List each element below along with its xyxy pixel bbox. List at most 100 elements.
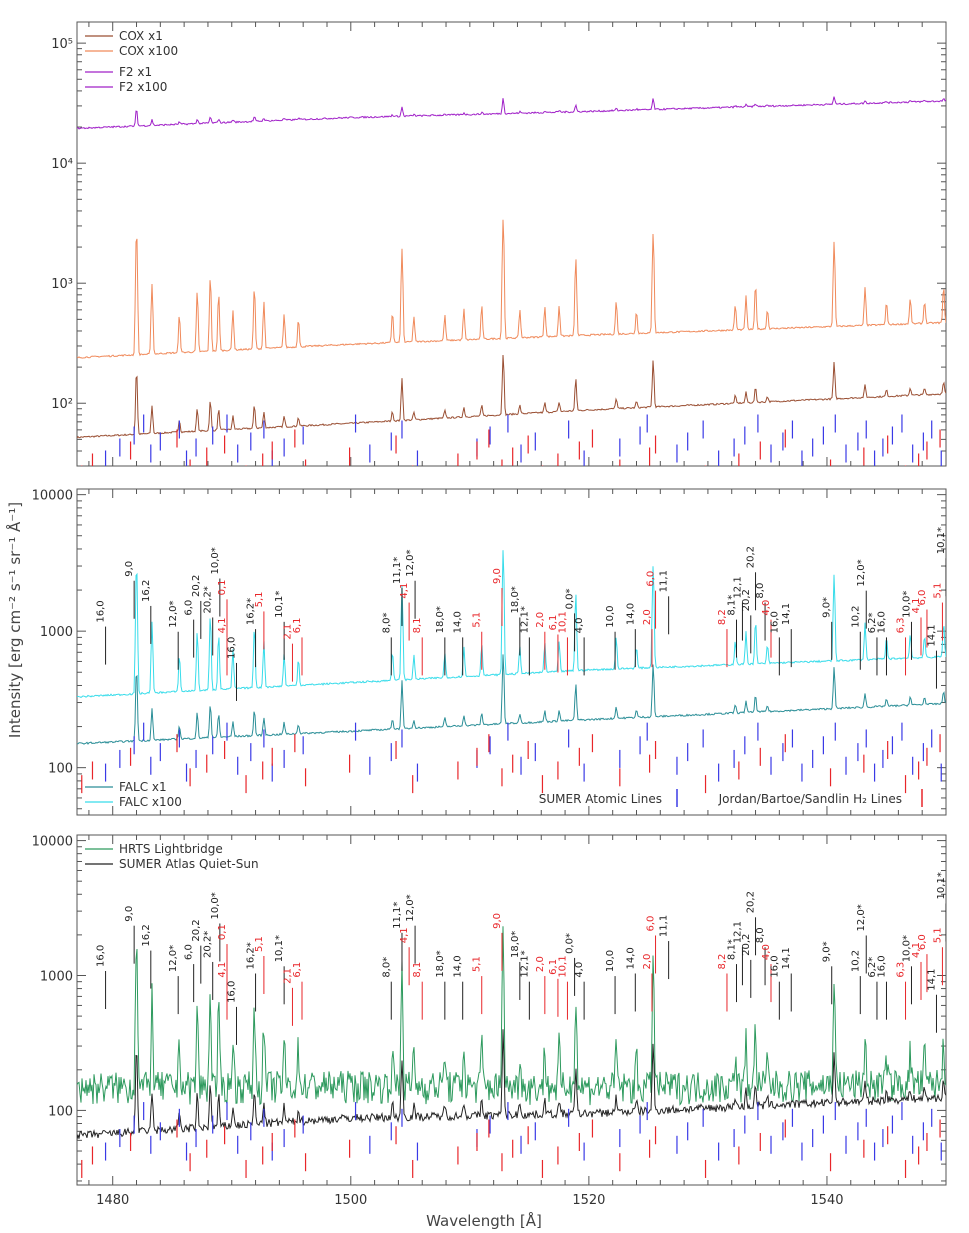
annotation-label: 4,1 xyxy=(399,583,410,599)
annotation-label: 16,0 xyxy=(769,611,780,633)
plot-area: 16,09,016,212,0* 6,020,220,2*10,0*0,14,11… xyxy=(77,527,947,794)
annotation-label: 4,1 xyxy=(217,962,228,978)
annotation-label: 9,0 xyxy=(124,561,135,577)
annotation-label: 12,0* xyxy=(405,894,416,921)
annotation-label: 0,1 xyxy=(217,924,228,940)
annotation-label: 9,0* xyxy=(822,597,833,618)
annotation-label: 8,1* xyxy=(726,595,737,616)
annotation-label: 20,2* xyxy=(203,931,214,958)
annotation-label: 4,0 xyxy=(761,944,772,960)
annotation-label: 9,0 xyxy=(124,906,135,922)
annotation-label: 16,0 xyxy=(96,600,107,622)
annotation-label: 10,2 xyxy=(850,950,861,972)
legend-text: SUMER Atlas Quiet-Sun xyxy=(119,857,259,871)
annotation-label: 20,2 xyxy=(746,891,757,913)
annotation-label: 12,0* xyxy=(856,559,867,586)
annotation-label: 11,1* xyxy=(392,557,403,584)
legend-text: FALC x100 xyxy=(119,795,182,809)
legend-text: COX x1 xyxy=(119,29,163,43)
annotation-label: 20,2 xyxy=(741,589,752,611)
annotation-label: 20,2 xyxy=(746,546,757,568)
legend-text: HRTS Lightbridge xyxy=(119,842,223,856)
annotation-label: 16,0 xyxy=(769,955,780,977)
annotation-label: 8,0* xyxy=(381,612,392,633)
legend-text: FALC x1 xyxy=(119,780,167,794)
annotation-label: 2,0 xyxy=(535,956,546,972)
annotation-label: 10,0* xyxy=(210,547,221,574)
annotation-label: 10,0* xyxy=(210,892,221,919)
annotation-label: 16,0 xyxy=(96,945,107,967)
annotation-label: 16,2 xyxy=(141,924,152,946)
y-tick-label: 1000 xyxy=(40,969,73,984)
annotation-label: 14,0 xyxy=(625,947,636,969)
annotation-label: 6,1 xyxy=(292,962,303,978)
annotation-label: 14,0 xyxy=(453,955,464,977)
annotation-label: 10,1* xyxy=(936,527,947,554)
annotation-label: 18,0* xyxy=(510,586,521,613)
series-cox-x100 xyxy=(77,219,946,359)
annotation-label: 20,2 xyxy=(741,934,752,956)
legend-h2-text: Jordan/Bartoe/Sandlin H₂ Lines xyxy=(718,792,902,806)
annotation-label: 8,1 xyxy=(412,962,423,978)
annotation-label: 6,0 xyxy=(917,590,928,606)
annotation-label: 4,1 xyxy=(911,598,922,614)
annotation-label: 6,3 xyxy=(896,962,907,978)
annotation-label: 8,0 xyxy=(755,927,766,943)
y-tick-label: 10⁵ xyxy=(51,37,73,52)
annotation-label: 10,1 xyxy=(557,611,568,633)
annotation-label: 6,0 xyxy=(184,600,195,616)
legend-text: F2 x1 xyxy=(119,65,152,79)
plot-area: 16,09,016,212,0* 6,020,220,2*10,0*0,14,11… xyxy=(77,872,946,1178)
annotation-label: 4,1 xyxy=(911,942,922,958)
annotation-label: 0,1 xyxy=(217,579,228,595)
annotation-label: 16,2 xyxy=(141,580,152,602)
annotation-label: 14,1 xyxy=(926,968,937,990)
annotation-label: 8,0* xyxy=(381,957,392,978)
annotation-label: 12,0* xyxy=(856,904,867,931)
annotation-label: 6,2* xyxy=(867,957,878,978)
annotation-label: 18,0* xyxy=(435,606,446,633)
series-falc-x1 xyxy=(77,654,946,745)
annotation-label: 5,1 xyxy=(472,612,483,628)
annotation-label: 11,1 xyxy=(659,570,670,592)
annotation-label: 5,1 xyxy=(254,936,265,952)
x-axis-label: Wavelength [Å] xyxy=(426,1211,542,1230)
annotation-label: 6,1 xyxy=(548,615,559,631)
series-f2-x100 xyxy=(77,96,946,130)
annotation-label: 4,0 xyxy=(574,617,585,633)
panel-bottom: 100 1000 10000 1480 1500 1520 1540 16,0 9,0 16,2 1… xyxy=(32,834,947,1208)
y-tick-label: 100 xyxy=(48,1104,73,1119)
y-tick-label: 10000 xyxy=(32,835,73,850)
annotation-label: 10,1* xyxy=(274,935,285,962)
annotation-label: 6,1 xyxy=(548,959,559,975)
annotation-label: 20,2 xyxy=(191,575,202,597)
series-falc-x100 xyxy=(77,550,946,698)
annotation-label: 10,1 xyxy=(557,955,568,977)
annotation-label: 5,1 xyxy=(932,927,943,943)
annotation-label: 6,0 xyxy=(917,934,928,950)
annotation-label: 9,0* xyxy=(822,941,833,962)
annotation-label: 2,0 xyxy=(535,612,546,628)
annotation-label: 0,0* xyxy=(565,933,576,954)
annotation-label: 4,0 xyxy=(761,600,772,616)
annotation-label: 12,1* xyxy=(519,950,530,977)
annotation-label: 20,2 xyxy=(191,919,202,941)
annotation-label: 5,1 xyxy=(254,592,265,608)
annotation-label: 10,1* xyxy=(274,591,285,618)
annotation-label: 12,0* xyxy=(168,600,179,627)
x-tick-label: 1500 xyxy=(334,1193,367,1208)
annotation-label: 9,0 xyxy=(492,568,503,584)
annotation-label: 11,1 xyxy=(659,915,670,937)
series-sumer-atlas-quiet-sun xyxy=(77,1029,946,1140)
plot-area xyxy=(77,96,946,466)
y-tick-label: 10³ xyxy=(51,277,73,292)
annotation-label: 10,0* xyxy=(901,591,912,618)
annotation-label: 14,1 xyxy=(781,603,792,625)
annotation-label: 6,0 xyxy=(184,944,195,960)
annotation-label: 12,0* xyxy=(405,549,416,576)
y-tick-label: 10⁴ xyxy=(51,157,73,172)
annotation-label: 6,3 xyxy=(896,617,907,633)
